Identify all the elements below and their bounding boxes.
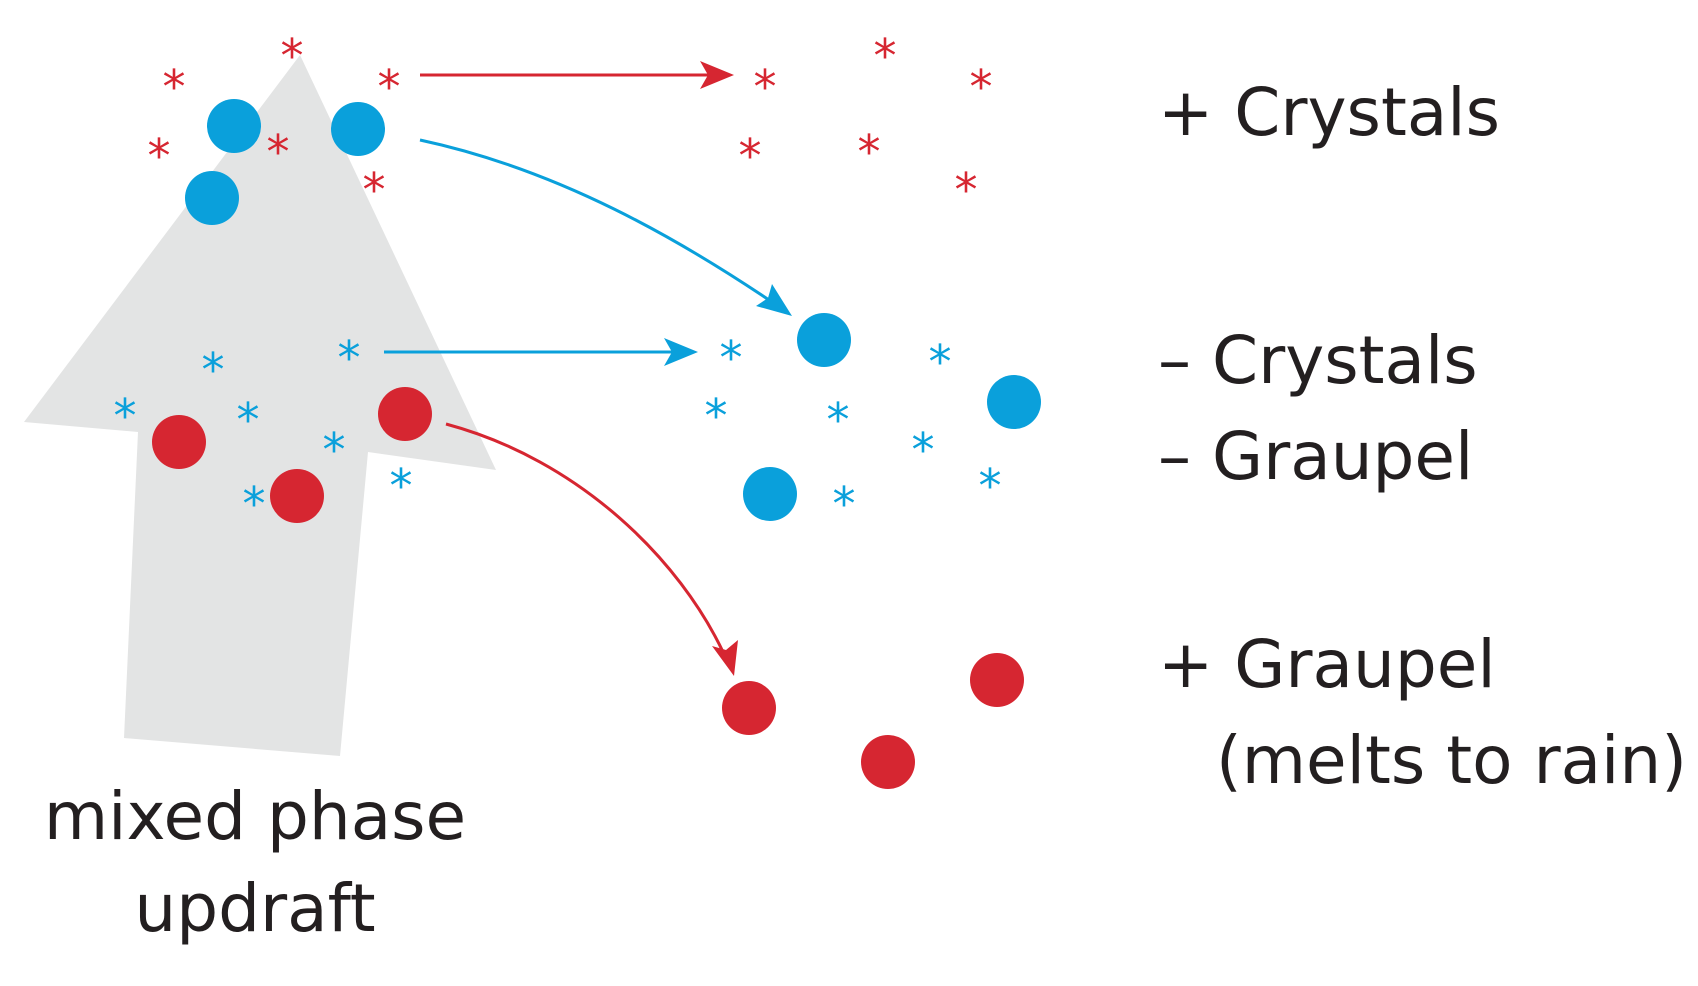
negative-crystal-flow-arrowhead (664, 338, 698, 366)
red-crystal: * (378, 60, 401, 114)
red-graupel (722, 681, 776, 735)
blue-crystal: * (237, 393, 260, 447)
graupel-particles (152, 99, 1041, 789)
updraft-label-line1: mixed phase (43, 778, 467, 855)
red-crystal: * (754, 60, 777, 114)
negative-graupel-flow-arrowhead (756, 284, 792, 316)
red-crystal: * (858, 125, 881, 179)
blue-crystal: * (827, 393, 850, 447)
negative-crystals-label: – Crystals (1158, 322, 1478, 399)
red-crystal: * (267, 125, 290, 179)
positive-graupel-flow-arrow (445, 422, 726, 655)
positive-crystal-flow-arrowhead (700, 61, 734, 89)
positive-graupel-flow-arrowhead (712, 640, 738, 676)
blue-crystal: * (833, 477, 856, 531)
red-crystal: * (955, 163, 978, 217)
updraft-arrow (24, 55, 496, 756)
red-graupel (270, 469, 324, 523)
red-graupel (152, 415, 206, 469)
red-crystal: * (148, 129, 171, 183)
blue-crystal: * (720, 331, 743, 385)
blue-graupel (185, 171, 239, 225)
ice-crystals: * * * * * * * * * * * * * * * * * * * * … (114, 29, 1002, 531)
negative-graupel-flow-arrow (419, 138, 773, 304)
blue-graupel (207, 99, 261, 153)
blue-graupel (743, 467, 797, 521)
blue-crystal: * (929, 335, 952, 389)
blue-crystal: * (114, 389, 137, 443)
blue-crystal: * (338, 331, 361, 385)
red-crystal: * (739, 129, 762, 183)
red-graupel (970, 653, 1024, 707)
flow-arrows (384, 61, 792, 676)
blue-crystal: * (705, 389, 728, 443)
blue-graupel (987, 375, 1041, 429)
melts-to-rain-label: (melts to rain) (1216, 722, 1687, 799)
blue-crystal: * (390, 459, 413, 513)
red-graupel (378, 387, 432, 441)
red-graupel (861, 735, 915, 789)
blue-graupel (331, 102, 385, 156)
negative-graupel-label: – Graupel (1158, 418, 1474, 495)
blue-crystal: * (243, 477, 266, 531)
red-crystal: * (281, 29, 304, 83)
updraft-label-line2: updraft (134, 870, 376, 947)
blue-crystal: * (323, 423, 346, 477)
positive-crystals-label: + Crystals (1158, 74, 1500, 151)
blue-crystal: * (202, 343, 225, 397)
red-crystal: * (874, 29, 897, 83)
blue-crystal: * (912, 423, 935, 477)
red-crystal: * (970, 60, 993, 114)
blue-crystal: * (979, 459, 1002, 513)
red-crystal: * (363, 163, 386, 217)
positive-graupel-label: + Graupel (1158, 626, 1496, 703)
red-crystal: * (163, 60, 186, 114)
blue-graupel (797, 313, 851, 367)
